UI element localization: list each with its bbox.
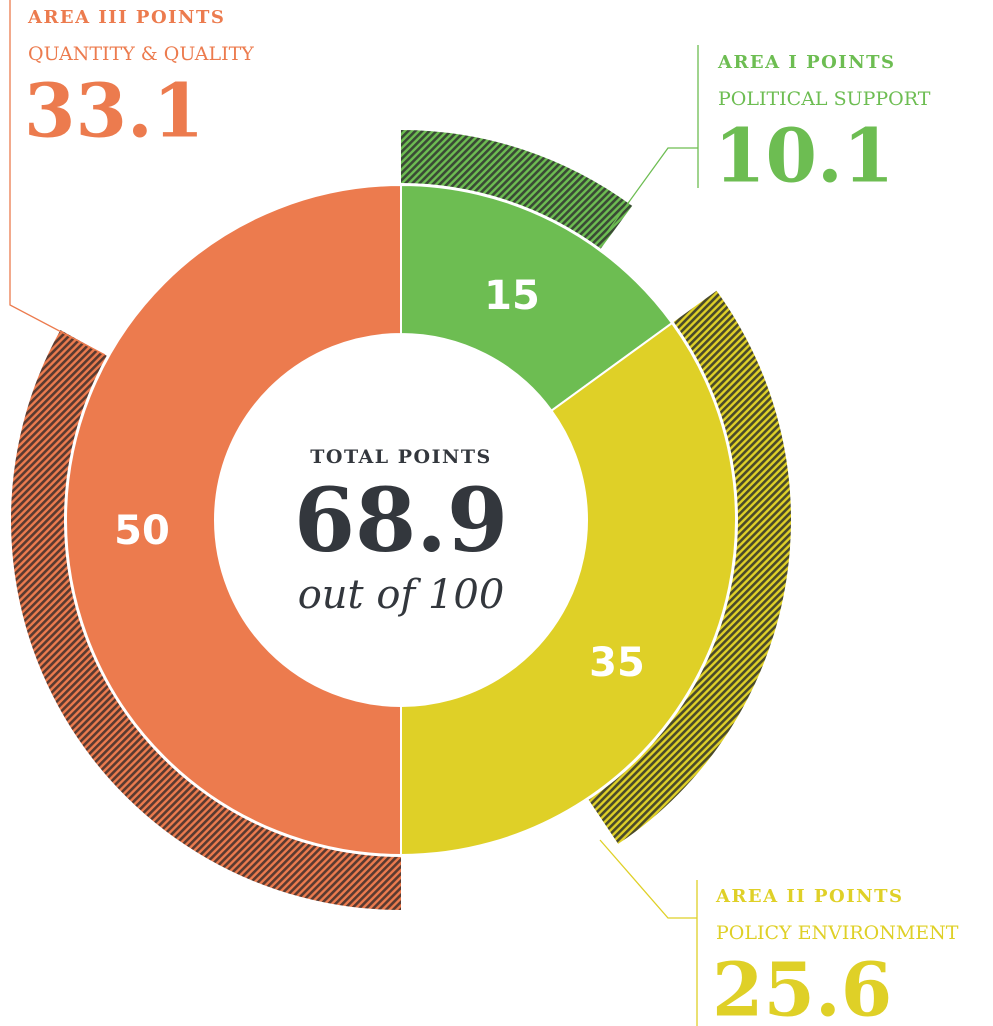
- area-subtitle: POLITICAL SUPPORT: [718, 88, 931, 110]
- area-subtitle: QUANTITY & QUALITY: [28, 43, 254, 65]
- score-arc: [11, 329, 402, 911]
- total-label: out of 100: [298, 572, 505, 618]
- segment-label: 50: [114, 508, 170, 554]
- leader-line: [604, 45, 699, 236]
- area-score: 10.1: [714, 114, 894, 200]
- segment-label: 35: [589, 640, 645, 686]
- area-title: AREA III POINTS: [27, 7, 225, 28]
- leader-line: [599, 839, 698, 1026]
- area-title: AREA II POINTS: [715, 886, 903, 907]
- donut-hole: [215, 334, 587, 706]
- area-title: AREA I POINTS: [717, 52, 896, 73]
- leader-line: [9, 0, 106, 356]
- area-score: 25.6: [712, 948, 892, 1026]
- area-subtitle: POLICY ENVIRONMENT: [716, 922, 959, 944]
- area-score: 33.1: [24, 69, 204, 155]
- center-title: TOTAL POINTS: [310, 446, 491, 468]
- segment-label: 15: [484, 273, 540, 319]
- total-value: 68.9: [294, 468, 508, 572]
- score-arc: [588, 290, 791, 844]
- score-arc: [401, 130, 633, 249]
